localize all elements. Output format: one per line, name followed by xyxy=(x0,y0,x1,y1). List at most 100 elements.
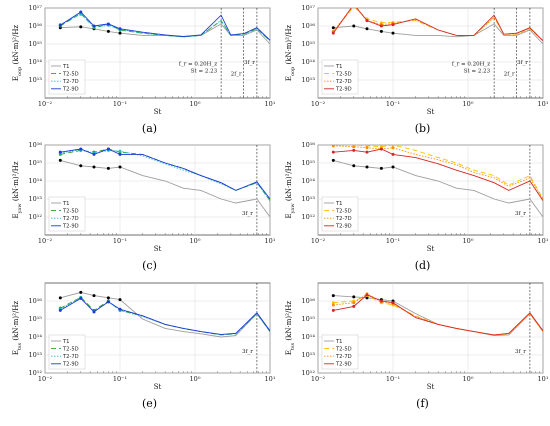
annotation-3fr: 3f_r xyxy=(242,349,253,355)
panel-caption: (e) xyxy=(142,397,157,410)
legend-label: T1 xyxy=(335,201,342,207)
y-tick-label: 10¹⁵ xyxy=(29,315,43,323)
x-tick-label: 10⁻² xyxy=(38,237,53,245)
annotation-st: St = 2.23 xyxy=(191,69,218,75)
legend-label: T2-5D xyxy=(62,208,79,214)
data-point xyxy=(352,24,356,28)
y-tick-label: 10¹⁵ xyxy=(302,159,316,167)
x-axis-label: St xyxy=(427,108,435,116)
data-point xyxy=(391,145,395,147)
y-axis-label: Eoop (kN·m)²/Hz xyxy=(285,25,296,82)
x-tick-label: 10⁰ xyxy=(190,237,201,245)
y-tick-label: 10¹⁶ xyxy=(302,297,316,305)
panel-f: 10⁻² 10⁻¹ 10⁰ 10¹ 10¹² 10¹³ 10¹⁴ 10¹⁵ 10¹⁶ 3f_r T1… xyxy=(285,282,549,410)
x-tick-label: 10⁻² xyxy=(38,375,53,383)
data-point xyxy=(118,152,122,156)
data-point xyxy=(379,29,383,33)
data-point xyxy=(118,165,122,169)
data-point xyxy=(332,145,334,146)
data-point xyxy=(379,147,383,151)
data-point xyxy=(92,165,96,169)
y-tick-label: 10¹³ xyxy=(302,351,316,359)
series-line-t2-9d xyxy=(332,8,543,42)
y-tick-label: 10¹² xyxy=(302,213,316,221)
series-line-t1 xyxy=(333,23,543,45)
legend-label: T1 xyxy=(335,64,342,70)
annotation-fr: f_r = 0.20H_z xyxy=(452,62,490,68)
data-point xyxy=(106,22,110,26)
y-tick-label: 10¹³ xyxy=(302,76,316,84)
y-axis-label: Eoop (kN·m)²/Hz xyxy=(12,25,23,82)
data-point xyxy=(365,19,369,23)
data-point xyxy=(331,31,335,35)
x-tick-label: 10¹ xyxy=(538,375,549,383)
y-axis-label: Etss (kN·m)²/Hz xyxy=(12,301,23,355)
data-point xyxy=(118,27,122,31)
annotation-3fr: 3f_r xyxy=(242,211,253,217)
x-tick-label: 10¹ xyxy=(538,237,549,245)
y-axis-label: Etss (kN·m)²/Hz xyxy=(285,301,296,355)
data-point xyxy=(352,295,356,299)
data-point xyxy=(353,8,355,9)
legend-label: T2-5D xyxy=(62,71,79,77)
data-point xyxy=(118,307,122,311)
data-point xyxy=(379,166,383,170)
legend-label: T2-7D xyxy=(62,79,79,85)
legend-label: T2-5D xyxy=(335,208,352,214)
legend-label: T2-7D xyxy=(335,354,352,360)
data-point xyxy=(106,147,110,151)
data-point xyxy=(352,164,356,168)
y-tick-label: 10¹² xyxy=(302,369,316,377)
annotation-2fr: 2f_r xyxy=(231,72,242,78)
legend-label: T2-5D xyxy=(335,71,352,77)
x-tick-label: 10⁻² xyxy=(311,237,326,245)
annotation-3fr: 3f_r xyxy=(515,211,526,217)
series-line-t2-9d xyxy=(60,11,270,41)
legend-label: T1 xyxy=(62,64,69,70)
y-tick-label: 10¹⁵ xyxy=(29,40,43,48)
data-point xyxy=(118,149,122,153)
y-tick-label: 10¹⁷ xyxy=(302,4,316,12)
annotation-3fr: 3f_r xyxy=(515,349,526,355)
data-point xyxy=(106,29,110,33)
data-point xyxy=(352,301,356,305)
y-tick-label: 10¹⁴ xyxy=(29,58,43,66)
data-point xyxy=(106,300,110,304)
legend-label: T2-7D xyxy=(335,216,352,222)
x-tick-label: 10⁻² xyxy=(311,100,326,108)
data-point xyxy=(58,158,62,162)
data-point xyxy=(58,23,62,27)
panel-caption: (b) xyxy=(415,122,431,135)
y-tick-label: 10¹⁴ xyxy=(29,333,43,341)
panel-a: 10⁻² 10⁻¹ 10⁰ 10¹ 10¹³ 10¹⁴ 10¹⁵ 10¹⁶ 10¹⁷ f_r = … xyxy=(12,4,276,135)
data-point xyxy=(92,152,96,156)
y-tick-label: 10¹⁶ xyxy=(29,141,43,149)
panel-caption: (a) xyxy=(142,122,157,135)
data-point xyxy=(331,294,335,298)
x-tick-label: 10¹ xyxy=(265,375,276,383)
legend-label: T1 xyxy=(62,201,69,207)
data-point xyxy=(331,145,335,148)
y-tick-label: 10¹⁴ xyxy=(29,177,43,185)
y-tick-label: 10¹⁶ xyxy=(29,22,43,30)
data-point xyxy=(106,296,110,300)
x-tick-label: 10⁰ xyxy=(463,100,474,108)
legend-label: T2-9D xyxy=(62,224,79,230)
annotation-st: St = 2.23 xyxy=(464,69,491,75)
x-tick-label: 10⁰ xyxy=(463,237,474,245)
y-tick-label: 10¹⁶ xyxy=(29,297,43,305)
legend-label: T2-5D xyxy=(335,346,352,352)
annotation-2fr: 2f_r xyxy=(504,72,515,78)
x-tick-label: 10¹ xyxy=(265,100,276,108)
x-tick-label: 10⁰ xyxy=(463,375,474,383)
x-axis-label: St xyxy=(427,383,435,391)
x-tick-label: 10¹ xyxy=(538,100,549,108)
data-point xyxy=(391,31,395,35)
data-point xyxy=(365,293,369,297)
x-tick-label: 10⁰ xyxy=(190,375,201,383)
x-tick-label: 10⁰ xyxy=(190,100,201,108)
x-tick-label: 10⁻² xyxy=(38,100,53,108)
x-tick-label: 10¹ xyxy=(265,237,276,245)
data-point xyxy=(365,296,369,300)
x-tick-label: 10⁻¹ xyxy=(386,237,401,245)
